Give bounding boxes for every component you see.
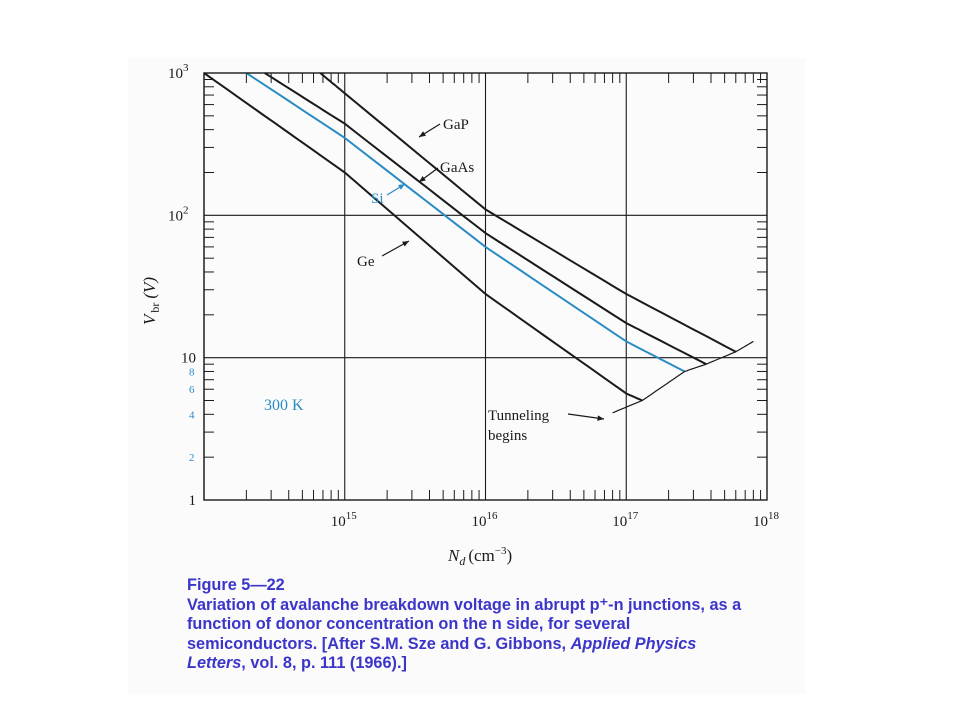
arrow-gaas-head (419, 175, 426, 182)
x-tick-label: 1016 (472, 510, 499, 530)
arrow-tunneling-head (597, 415, 604, 421)
plot-frame (203, 72, 768, 501)
label-ge: Ge (357, 254, 375, 270)
label-tunneling-line2: begins (488, 428, 527, 444)
label-si: Si (371, 191, 384, 207)
caption-title: Figure 5—22 (187, 576, 285, 594)
series-line-si (245, 72, 686, 373)
label-gaas: GaAs (440, 160, 474, 176)
caption-line-1: Variation of avalanche breakdown voltage… (187, 595, 742, 614)
series-line-ge (203, 72, 643, 402)
caption-line-4: Letters, vol. 8, p. 111 (1966).] (187, 654, 407, 673)
figure-caption: Figure 5—22 Variation of avalanche break… (187, 576, 807, 674)
y-tick-label: 103 (168, 62, 189, 82)
arrow-si-head (398, 184, 405, 190)
series-line-gap (319, 72, 737, 353)
caption-line-3: semiconductors. [After S.M. Sze and G. G… (187, 634, 697, 653)
y-minor-label: 2 (189, 452, 195, 464)
x-tick-label: 1018 (753, 510, 780, 530)
label-tunneling-line1: Tunneling (488, 408, 550, 424)
y-minor-label: 6 (189, 384, 195, 396)
figure-panel (128, 58, 805, 694)
y-tick-label: 1 (189, 493, 197, 509)
x-axis-title: Nd (cm−3) (447, 545, 512, 568)
label-gap: GaP (443, 117, 469, 133)
arrow-ge-head (402, 241, 409, 247)
arrow-gap-head (419, 131, 426, 137)
caption-line-2: function of donor concentration on the n… (187, 615, 631, 634)
x-tick-label: 1017 (612, 510, 639, 530)
y-axis-title: Vbr(V) (140, 277, 162, 325)
y-tick-label: 10 (181, 351, 196, 367)
series-line-gaas (264, 72, 707, 366)
y-minor-label: 8 (189, 366, 195, 378)
y-tick-label: 102 (168, 204, 189, 224)
tunneling-boundary-line (612, 340, 754, 414)
y-minor-label: 4 (189, 409, 195, 421)
x-tick-label: 1015 (331, 510, 358, 530)
temperature-label: 300 K (264, 397, 304, 414)
